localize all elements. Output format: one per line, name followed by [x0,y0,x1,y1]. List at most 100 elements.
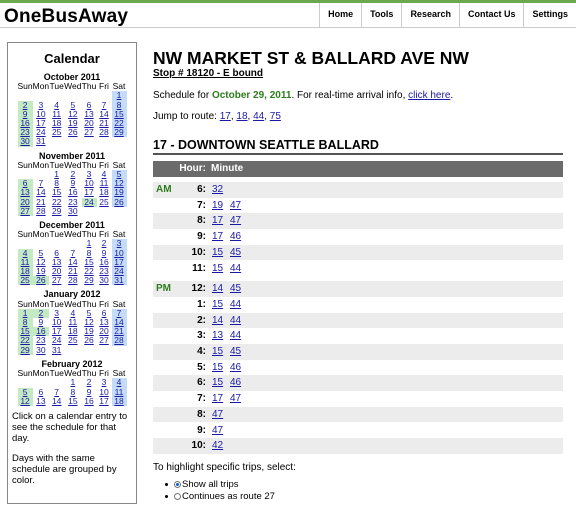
minute-link[interactable]: 15 [212,298,224,310]
day-link[interactable]: 2 [38,307,44,318]
day-link[interactable]: 25 [99,196,109,207]
day-link[interactable]: 19 [114,187,124,198]
day-link[interactable]: 23 [99,266,109,277]
day-link[interactable]: 6 [54,247,60,258]
minute-link[interactable]: 32 [212,184,224,195]
day-link[interactable]: 11 [20,256,30,267]
day-link[interactable]: 24 [51,335,62,346]
minute-link[interactable]: 15 [212,346,224,357]
minute-link[interactable]: 47 [212,408,224,420]
minute-link[interactable]: 45 [230,283,242,295]
minute-link[interactable]: 45 [230,246,242,258]
day-link[interactable]: 12 [114,178,124,189]
day-link[interactable]: 24 [114,266,124,277]
day-link[interactable]: 7 [70,247,76,258]
day-link[interactable]: 2 [86,377,92,388]
day-link[interactable]: 13 [84,108,94,119]
minute-link[interactable]: 42 [212,440,224,452]
day-link[interactable]: 4 [116,377,122,388]
day-link[interactable]: 21 [114,326,124,337]
day-link[interactable]: 9 [86,386,92,397]
day-link[interactable]: 10 [99,386,109,397]
day-link[interactable]: 15 [20,326,30,337]
minute-link[interactable]: 19 [212,199,224,211]
day-link[interactable]: 1 [86,238,92,249]
realtime-link[interactable]: click here [408,90,451,101]
day-link[interactable]: 5 [86,307,92,318]
minute-link[interactable]: 17 [212,393,224,405]
day-link[interactable]: 11 [52,108,62,119]
minute-link[interactable]: 15 [212,361,224,373]
day-link[interactable]: 12 [36,256,46,267]
day-link[interactable]: 13 [51,256,62,267]
day-link[interactable]: 4 [101,169,107,180]
day-link[interactable]: 31 [114,275,124,286]
day-link[interactable]: 27 [99,335,109,346]
day-link[interactable]: 15 [84,256,94,267]
day-link[interactable]: 17 [114,256,124,267]
minute-link[interactable]: 14 [212,283,224,295]
day-link[interactable]: 16 [68,187,78,198]
day-link[interactable]: 22 [20,335,30,346]
day-link[interactable]: 9 [70,178,76,189]
day-link[interactable]: 6 [86,99,92,110]
day-link[interactable]: 3 [38,99,44,110]
minute-link[interactable]: 46 [230,361,242,373]
minute-link[interactable]: 47 [212,424,224,436]
day-link[interactable]: 8 [86,247,92,258]
day-link[interactable]: 21 [99,118,109,129]
day-link[interactable]: 5 [116,169,122,180]
nav-link[interactable]: Research [401,3,459,27]
day-link[interactable]: 14 [99,108,109,119]
day-link[interactable]: 18 [68,326,78,337]
day-link[interactable]: 29 [84,275,94,286]
day-link[interactable]: 3 [101,377,107,388]
route-link[interactable]: 44 [253,111,265,122]
day-link[interactable]: 9 [101,247,107,258]
day-link[interactable]: 9 [22,108,28,119]
day-link[interactable]: 6 [101,307,107,318]
day-link[interactable]: 21 [68,266,78,277]
day-link[interactable]: 2 [70,169,76,180]
minute-link[interactable]: 45 [230,346,242,357]
day-link[interactable]: 13 [36,395,46,406]
day-link[interactable]: 11 [114,386,124,397]
day-link[interactable]: 26 [84,335,94,346]
day-link[interactable]: 16 [36,326,46,337]
day-link[interactable]: 22 [84,266,94,277]
day-link[interactable]: 16 [99,256,109,267]
day-link[interactable]: 14 [114,317,124,328]
minute-link[interactable]: 13 [212,330,224,342]
day-link[interactable]: 2 [22,99,28,110]
day-link[interactable]: 30 [68,205,78,216]
day-link[interactable]: 20 [99,326,109,337]
day-link[interactable]: 5 [22,386,28,397]
day-link[interactable]: 26 [114,196,124,207]
day-link[interactable]: 4 [54,99,60,110]
day-link[interactable]: 30 [36,344,46,355]
day-link[interactable]: 4 [22,247,28,258]
day-link[interactable]: 24 [36,127,46,138]
minute-link[interactable]: 47 [230,393,242,405]
minute-link[interactable]: 14 [212,314,224,326]
day-link[interactable]: 17 [99,395,109,406]
nav-link[interactable]: Home [319,3,361,27]
day-link[interactable]: 8 [116,99,122,110]
day-link[interactable]: 31 [36,136,46,147]
day-link[interactable]: 7 [116,307,122,318]
day-link[interactable]: 28 [114,335,124,346]
day-link[interactable]: 27 [84,127,94,138]
minute-link[interactable]: 46 [230,231,242,243]
minute-link[interactable]: 44 [230,314,242,326]
day-link[interactable]: 21 [36,196,46,207]
day-link[interactable]: 14 [51,395,62,406]
day-link[interactable]: 2 [101,238,107,249]
day-link[interactable]: 15 [68,395,78,406]
day-link[interactable]: 5 [38,247,44,258]
day-link[interactable]: 13 [99,317,109,328]
day-link[interactable]: 28 [99,127,109,138]
nav-link[interactable]: Settings [523,3,576,27]
day-link[interactable]: 27 [51,275,62,286]
day-link[interactable]: 5 [70,99,76,110]
day-link[interactable]: 15 [51,187,62,198]
